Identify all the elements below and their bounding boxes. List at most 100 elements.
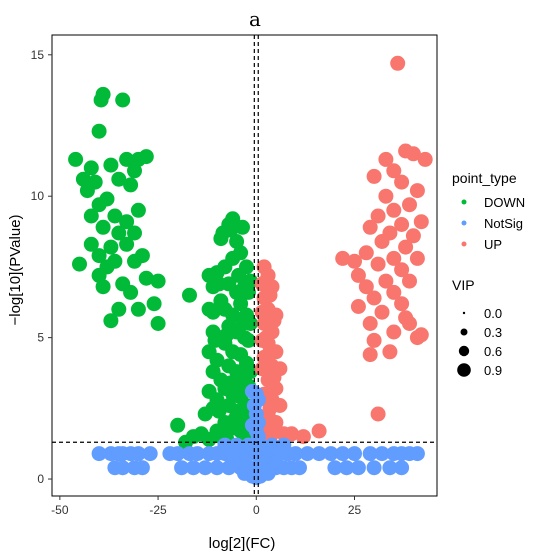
point-notsig xyxy=(382,460,398,476)
point-notsig xyxy=(268,454,284,470)
y-axis-title: −log[10](PValue) xyxy=(7,214,24,325)
point-up xyxy=(405,146,421,162)
point-down xyxy=(119,236,135,252)
point-up xyxy=(262,344,278,360)
point-up xyxy=(266,369,282,385)
point-down xyxy=(111,171,127,187)
point-notsig xyxy=(134,460,150,476)
point-down xyxy=(130,301,146,317)
point-notsig xyxy=(197,460,213,476)
point-up xyxy=(366,290,382,306)
point-notsig xyxy=(288,446,304,462)
point-down xyxy=(75,171,91,187)
point-up xyxy=(386,324,402,340)
point-notsig xyxy=(276,437,292,453)
point-up xyxy=(262,400,278,416)
point-down xyxy=(227,412,243,428)
point-up xyxy=(311,423,327,439)
point-down xyxy=(72,256,87,272)
point-notsig xyxy=(347,446,362,462)
x-tick-label: -50 xyxy=(51,503,69,517)
legend-color-swatch xyxy=(461,199,467,205)
point-down xyxy=(150,316,166,331)
point-notsig xyxy=(189,446,205,462)
point-down xyxy=(240,332,256,348)
point-notsig xyxy=(409,446,425,462)
legend-size-swatch xyxy=(457,363,471,377)
point-up xyxy=(295,429,311,445)
point-notsig xyxy=(225,454,241,470)
point-down xyxy=(240,284,256,300)
point-down xyxy=(103,313,119,329)
point-down xyxy=(138,149,154,165)
point-notsig xyxy=(260,465,276,481)
point-down xyxy=(215,225,231,241)
point-down xyxy=(79,183,95,199)
point-down xyxy=(235,316,250,331)
point-up xyxy=(370,406,386,422)
point-down xyxy=(182,287,197,303)
point-down xyxy=(111,301,127,317)
point-down xyxy=(115,92,131,108)
point-notsig xyxy=(142,446,158,462)
point-down xyxy=(103,239,119,255)
point-notsig xyxy=(394,460,410,476)
point-down xyxy=(95,279,111,295)
point-down xyxy=(103,157,119,173)
point-up xyxy=(378,273,394,289)
point-up xyxy=(350,267,366,283)
point-down xyxy=(225,307,241,323)
point-up xyxy=(390,55,406,71)
legend-size-label: 0.0 xyxy=(484,306,502,321)
y-tick-label: 5 xyxy=(37,331,44,345)
point-down xyxy=(146,296,162,312)
point-down xyxy=(170,417,186,433)
point-down xyxy=(130,202,146,218)
point-notsig xyxy=(237,454,252,470)
point-up xyxy=(366,332,382,348)
point-down xyxy=(233,296,249,312)
point-up xyxy=(258,273,274,289)
point-notsig xyxy=(174,460,190,476)
point-up xyxy=(398,239,414,255)
point-up xyxy=(402,197,417,213)
plot-panel-border xyxy=(51,34,438,497)
point-notsig xyxy=(185,460,201,476)
point-down xyxy=(138,270,154,286)
x-tick-label: -25 xyxy=(149,503,167,517)
point-down xyxy=(127,253,142,269)
point-down xyxy=(119,214,135,230)
point-down xyxy=(68,151,84,167)
point-up xyxy=(266,313,282,329)
point-down xyxy=(201,301,217,317)
point-down xyxy=(207,332,223,348)
legend-size-swatch xyxy=(458,345,470,357)
point-notsig xyxy=(217,437,233,453)
point-up xyxy=(417,151,433,167)
point-down xyxy=(119,151,135,167)
point-up xyxy=(347,253,362,269)
point-up xyxy=(362,219,378,235)
point-up xyxy=(262,287,278,303)
legend-size-label: 0.6 xyxy=(484,344,502,359)
point-up xyxy=(362,347,378,363)
point-down xyxy=(107,208,123,224)
series-notsig xyxy=(91,383,425,486)
point-down xyxy=(83,160,99,176)
point-down xyxy=(223,375,239,391)
point-up xyxy=(374,304,390,320)
point-up xyxy=(386,250,402,266)
point-down xyxy=(201,383,217,399)
point-notsig xyxy=(335,446,351,462)
legend-color-label: DOWN xyxy=(484,195,525,210)
point-up xyxy=(366,168,382,184)
point-notsig xyxy=(237,465,252,481)
legend-size-swatch xyxy=(460,328,468,336)
legend-color-swatch xyxy=(461,220,467,226)
point-notsig xyxy=(299,446,315,462)
point-notsig xyxy=(323,446,339,462)
point-notsig xyxy=(264,437,280,453)
legend: point_type VIP DOWN NotSig UP 0.0 0.3 0.6 0.9 xyxy=(452,170,525,378)
axes-layer: -50 -25 0 25 0 5 10 15 xyxy=(31,35,437,517)
